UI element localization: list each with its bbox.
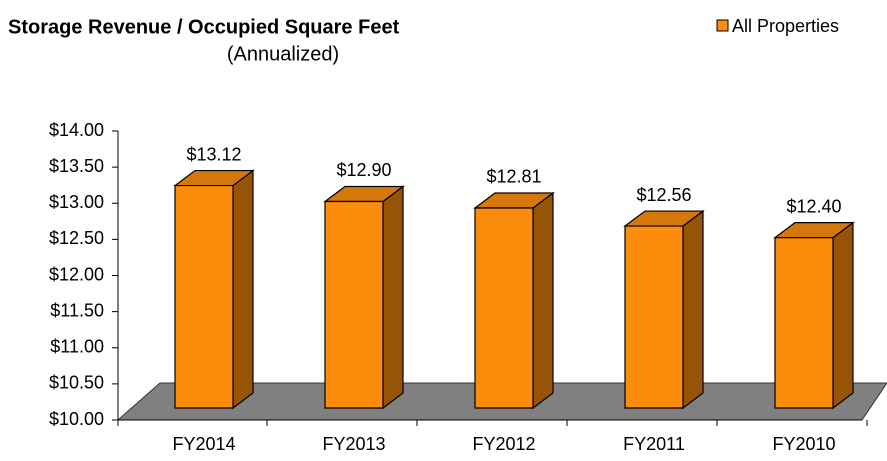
chart-subtitle: (Annualized) [227,43,339,65]
x-tick-label: FY2011 [623,434,685,454]
value-label: $12.40 [786,196,841,216]
bar-face [474,207,534,409]
legend-swatch [716,19,729,32]
bar-face [624,225,684,409]
bar [323,185,405,410]
y-tick-label: $12.50 [49,228,104,248]
value-label: $12.90 [336,160,391,180]
value-label: $13.12 [186,144,241,164]
y-tick-label: $10.00 [49,409,104,429]
value-label: $12.81 [486,167,541,187]
bar-face [324,200,384,409]
y-tick-label: $14.00 [49,120,104,140]
x-tick-label: FY2014 [172,434,235,454]
chart-title: Storage Revenue / Occupied Square Feet [8,16,400,38]
bar-face [232,169,254,410]
y-tick-label: $10.50 [49,373,104,393]
x-tick-label: FY2010 [772,434,835,454]
bar-face [174,184,234,409]
y-tick-label: $13.50 [49,156,104,176]
value-label: $12.56 [636,185,691,205]
y-tick-label: $11.00 [50,337,104,357]
x-tick-label: FY2013 [322,434,385,454]
x-tick-label: FY2012 [472,434,535,454]
bar [623,209,705,410]
bar-face [774,237,834,409]
bar [773,221,855,410]
bar [473,191,555,410]
y-tick-label: $12.00 [49,264,104,284]
y-tick-label: $13.00 [49,192,104,212]
y-tick-label: $11.50 [50,300,104,320]
bar-face [832,221,854,410]
bar-face [682,209,704,410]
bar-face [382,185,404,410]
bar [173,169,255,410]
legend-label: All Properties [732,16,839,36]
bar-face [532,191,554,410]
